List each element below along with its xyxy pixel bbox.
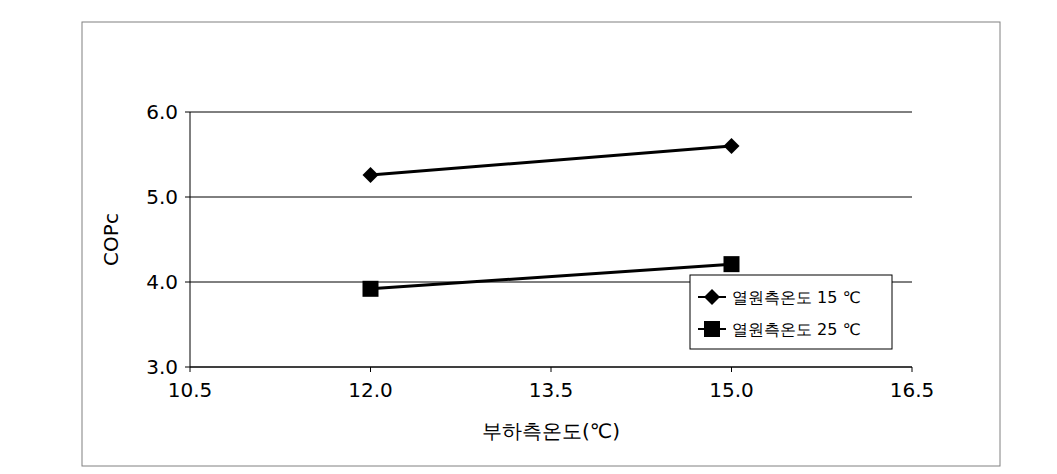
y-axis-label: COPc [99,213,123,266]
y-tick [185,282,190,283]
y-tick-label: 4.0 [146,270,178,294]
legend-marker [704,289,720,305]
x-tick [190,367,191,372]
y-tick-label: 3.0 [146,355,178,379]
y-tick [185,367,190,368]
x-axis-label: 부하측온도(℃) [482,419,620,443]
chart: 3.0 4.0 5.0 6.0 10.5 12.0 13.5 15.0 16.5 부하측온도(℃)… [0,0,1057,474]
legend: 열원측온도 15 ℃ 열원측온도 25 ℃ [690,275,892,349]
legend-marker [704,321,720,337]
x-tick [912,367,913,372]
y-tick [185,197,190,198]
y-axis [190,112,191,367]
data-point [724,256,740,272]
grid-line [190,197,912,198]
x-tick-label: 10.5 [168,378,213,402]
x-tick [731,367,732,372]
y-tick-label: 5.0 [146,185,178,209]
chart-frame [82,22,1000,466]
series-line [371,264,732,289]
legend-label: 열원측온도 25 ℃ [732,320,861,339]
legend-label: 열원측온도 15 ℃ [732,288,861,307]
y-tick-label: 6.0 [146,100,178,124]
x-tick [551,367,552,372]
y-tick [185,112,190,113]
legend-box [690,275,892,349]
data-point [363,281,379,297]
plot-marks [363,138,740,297]
x-tick-label: 13.5 [529,378,574,402]
x-tick-label: 16.5 [890,378,935,402]
grid-line [190,112,912,113]
x-tick-label: 12.0 [348,378,393,402]
data-point [724,138,740,154]
x-tick [370,367,371,372]
series-line [371,146,732,175]
data-point [363,167,379,183]
x-tick-label: 15.0 [709,378,754,402]
